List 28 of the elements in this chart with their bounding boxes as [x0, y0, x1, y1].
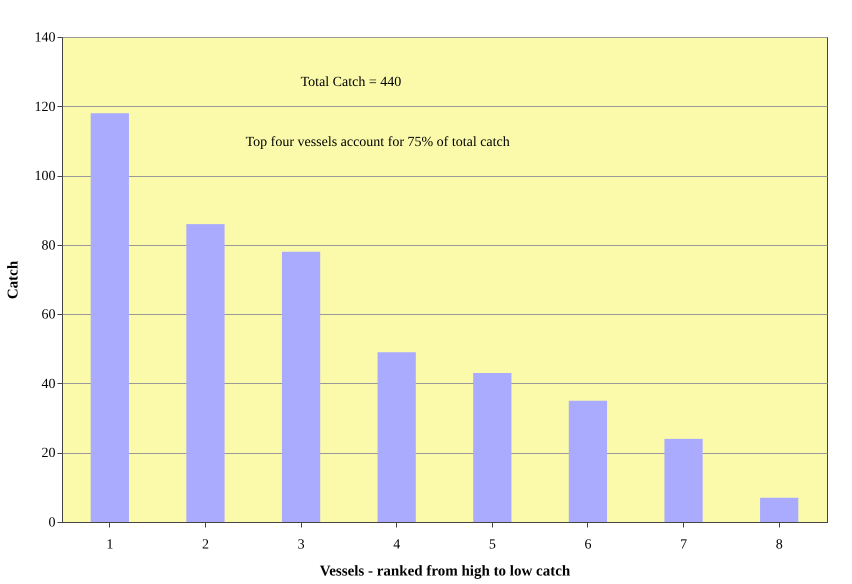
- bar: [186, 224, 225, 522]
- x-tick-label: 7: [680, 538, 688, 552]
- annotation: Total Catch = 440: [300, 75, 402, 90]
- y-tick-label: 0: [48, 516, 56, 530]
- bar: [760, 498, 798, 522]
- x-tick-label: 3: [298, 538, 305, 552]
- annotation: Top four vessels account for 75% of total catch: [246, 135, 510, 150]
- y-tick-label: 40: [42, 376, 56, 392]
- y-tick-label: 140: [34, 30, 56, 46]
- y-axis-title: Catch: [6, 260, 22, 300]
- x-tick-label: 1: [106, 538, 114, 552]
- bar: [378, 352, 416, 522]
- y-tick-label: 80: [42, 238, 56, 254]
- x-tick-label: 6: [584, 538, 592, 552]
- y-tick-label: 100: [34, 169, 56, 184]
- x-tick-label: 5: [488, 538, 496, 552]
- bar: [568, 400, 608, 522]
- bar: [473, 373, 512, 522]
- x-tick-label: 8: [776, 538, 783, 552]
- y-tick-label: 20: [42, 446, 56, 462]
- y-tick-label: 60: [42, 308, 56, 323]
- x-tick-label: 4: [393, 538, 400, 552]
- y-tick-label: 120: [34, 100, 56, 115]
- bar: [282, 252, 320, 522]
- bar: [664, 438, 703, 522]
- x-axis-title: Vessels - ranked from high to low catch: [320, 564, 571, 580]
- x-tick-label: 2: [202, 538, 209, 552]
- bar: [90, 113, 129, 522]
